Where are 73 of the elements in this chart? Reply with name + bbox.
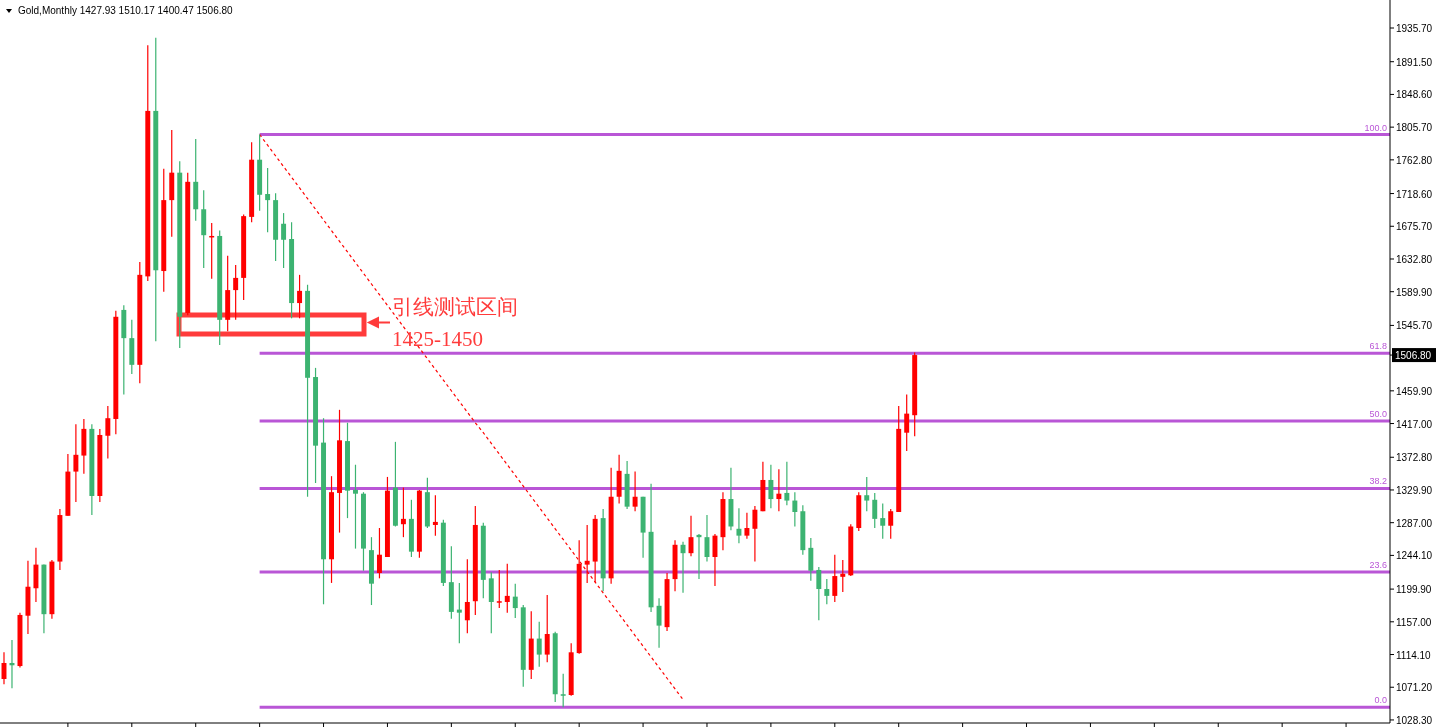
- candlestick: [496, 569, 502, 609]
- candlestick: [504, 563, 510, 614]
- y-tick-label: 1506.80: [1395, 350, 1432, 362]
- y-tick-label: 1805.70: [1396, 122, 1433, 134]
- annotation: 23.6: [1369, 560, 1387, 571]
- y-tick-label: 1762.80: [1396, 154, 1433, 166]
- y-tick-label: 1891.50: [1396, 56, 1433, 68]
- annotation: 38.2: [1369, 476, 1387, 487]
- y-tick-label: 1718.60: [1396, 188, 1433, 200]
- candlestick: [353, 464, 358, 550]
- candlestick: [512, 583, 518, 619]
- candlestick: [816, 566, 822, 621]
- y-tick-label: 1417.00: [1396, 418, 1433, 430]
- candlestick: [768, 464, 774, 509]
- candlestick: [744, 512, 750, 540]
- y-tick-label: 1114.10: [1396, 649, 1432, 661]
- y-tick-label: 1287.00: [1396, 517, 1433, 529]
- candlestick: [808, 537, 814, 582]
- y-tick-label: 1459.90: [1396, 385, 1433, 397]
- candlestick: [464, 558, 470, 634]
- candlestick: [432, 494, 438, 537]
- y-tick-label: 1372.80: [1396, 452, 1433, 464]
- candlestick: [656, 597, 662, 649]
- candlestick: [904, 393, 910, 452]
- y-tick-label: 1935.70: [1396, 23, 1433, 35]
- candlestick: [784, 461, 790, 506]
- annotation: 0.0: [1374, 695, 1387, 706]
- candlestick: [864, 476, 870, 512]
- annotation: 1425-1450: [392, 327, 483, 351]
- candlestick: [456, 582, 462, 644]
- y-tick-label: 1675.70: [1396, 221, 1433, 233]
- y-tick-label: 1848.60: [1396, 89, 1433, 101]
- candlestick: [488, 571, 494, 634]
- line-series: [259, 133, 684, 701]
- y-tick-label: 1071.20: [1396, 682, 1433, 694]
- candlestick: [840, 559, 846, 593]
- candlestick: [544, 594, 550, 663]
- candlestick: [632, 470, 638, 512]
- candlestick: [752, 505, 758, 563]
- annotation: 61.8: [1369, 341, 1387, 352]
- y-tick-label: 1632.80: [1396, 253, 1433, 265]
- annotation: 100.0: [1364, 122, 1387, 133]
- candlestick: [824, 578, 830, 605]
- candlestick: [233, 264, 239, 321]
- candlestick: [776, 468, 782, 512]
- candlestick: [265, 167, 271, 233]
- candlestick: [376, 527, 382, 579]
- y-tick-label: 1329.90: [1396, 484, 1433, 496]
- candlestick: [105, 405, 111, 460]
- candlestick: [872, 492, 878, 529]
- chart-title: Gold,Monthly 1427.93 1510.17 1400.47 1506.80: [18, 5, 234, 16]
- candlestick: [297, 274, 303, 319]
- annotation: 引线测试区间: [392, 295, 518, 319]
- candlestick: [712, 533, 718, 587]
- candlestick: [33, 547, 39, 603]
- candlestick: [281, 212, 287, 269]
- y-tick-label: 1244.10: [1396, 550, 1433, 562]
- y-tick-label: 1199.90: [1396, 584, 1432, 596]
- candlestick: [560, 673, 566, 708]
- y-tick-label: 1589.90: [1396, 286, 1433, 298]
- candlestick: [832, 554, 838, 603]
- candlestick: [736, 507, 742, 544]
- candlestick: [888, 508, 894, 540]
- candlestick: [584, 524, 590, 584]
- y-tick-label: 1157.00: [1396, 616, 1432, 628]
- candlestick: [880, 503, 886, 540]
- candlestick: [400, 487, 406, 538]
- candlestick: [73, 423, 79, 503]
- candlestick: [536, 621, 542, 668]
- y-tick-label: 1545.70: [1396, 320, 1433, 332]
- annotation: 50.0: [1369, 408, 1387, 419]
- candlestick: [792, 491, 798, 528]
- y-tick-label: 1028.30: [1396, 714, 1433, 726]
